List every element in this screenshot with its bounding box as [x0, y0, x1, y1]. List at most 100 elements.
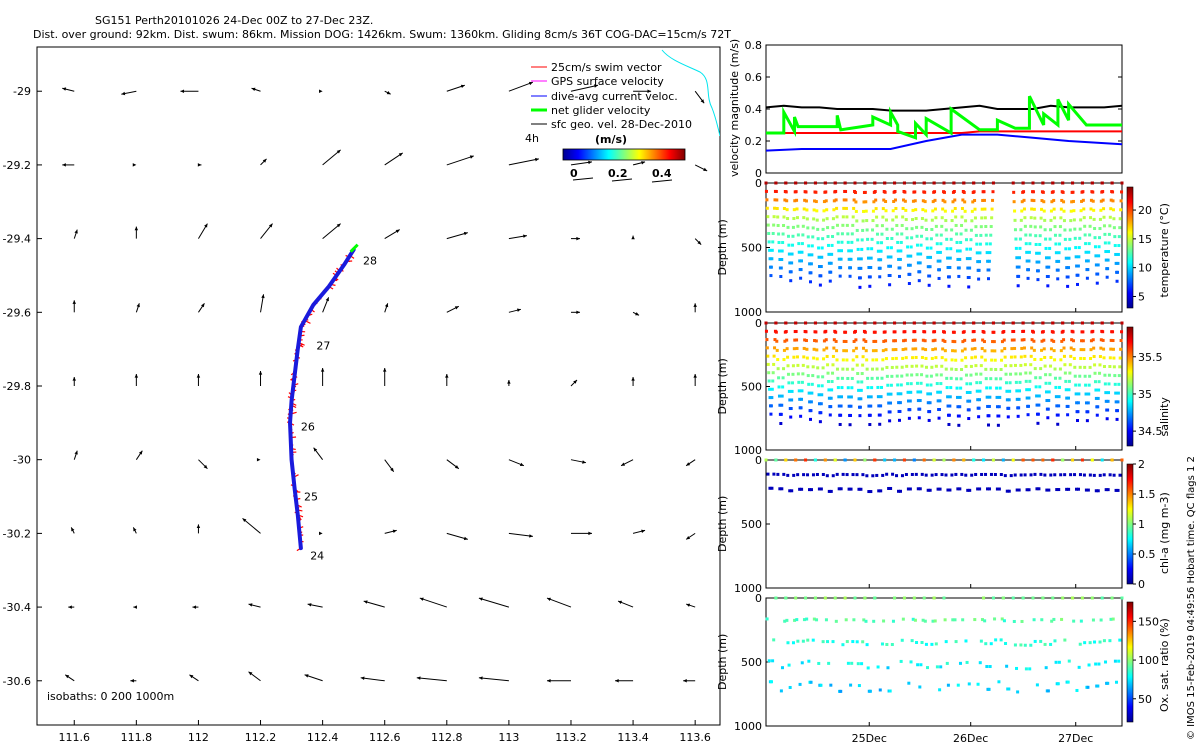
section-point: [884, 339, 888, 343]
section-point: [942, 190, 946, 194]
section-point: [876, 241, 880, 245]
section-point: [769, 404, 773, 408]
section-point: [774, 190, 778, 194]
section-point: [813, 321, 817, 325]
section-point: [930, 227, 934, 231]
section-point: [1087, 383, 1091, 387]
section-point: [1086, 410, 1090, 414]
section-point: [859, 487, 863, 491]
section-point: [852, 618, 856, 622]
section-point: [896, 249, 900, 253]
section-point: [822, 339, 826, 343]
section-point: [1062, 346, 1066, 350]
section-point: [1076, 487, 1080, 491]
section-x-tick-label: 27Dec: [1058, 732, 1093, 745]
section-point: [960, 358, 964, 362]
section-point: [952, 458, 956, 462]
section-point: [1077, 246, 1081, 250]
section-point: [909, 390, 913, 394]
section-point: [820, 246, 824, 250]
section-point: [830, 252, 834, 256]
sfc-vector-head: [74, 229, 78, 234]
section-point: [946, 404, 950, 408]
colorbar-label: chl-a (mg m-3): [1158, 492, 1171, 574]
section-point: [932, 596, 936, 600]
section-point: [923, 339, 927, 343]
section-point: [839, 257, 843, 261]
section-point: [973, 198, 977, 202]
section-point: [809, 400, 813, 404]
section-point: [786, 364, 790, 368]
section-point: [972, 458, 976, 462]
section-point: [1110, 181, 1114, 185]
section-point: [910, 236, 914, 240]
section-point: [795, 207, 799, 211]
legend-4h-label: 4h: [525, 132, 539, 145]
section-point: [970, 209, 974, 213]
section-point: [789, 279, 793, 283]
section-point: [796, 363, 800, 367]
section-point: [837, 249, 841, 253]
section-point: [898, 401, 902, 405]
section-point: [950, 219, 954, 223]
section-point: [1068, 363, 1072, 367]
section-point: [791, 364, 795, 368]
section-point: [1078, 236, 1082, 240]
sfc-vector-head: [478, 676, 483, 680]
section-point: [851, 640, 855, 644]
section-point: [895, 365, 899, 369]
section-point: [866, 247, 870, 251]
sfc-vector-head: [621, 462, 626, 466]
section-point: [1104, 488, 1108, 492]
section-point: [983, 349, 987, 353]
section-point: [1041, 321, 1045, 325]
section-point: [767, 379, 771, 383]
section-point: [1046, 274, 1050, 278]
section-point: [898, 489, 902, 493]
section-point: [1018, 372, 1022, 376]
section-point: [879, 258, 883, 262]
section-point: [1076, 273, 1080, 277]
section-point: [871, 228, 875, 232]
section-point: [1034, 242, 1038, 246]
section-point: [1040, 339, 1044, 343]
section-point: [1098, 363, 1102, 367]
section-point: [807, 659, 811, 663]
section-point: [1079, 348, 1083, 352]
section-point: [969, 238, 973, 242]
section-points: [764, 181, 1124, 289]
section-point: [875, 224, 879, 228]
section-point: [1036, 412, 1040, 416]
section-point: [1023, 354, 1027, 358]
section-point: [989, 377, 993, 381]
section-point: [1049, 218, 1053, 222]
section-point: [1118, 638, 1122, 642]
map-y-tick-label: -29.8: [3, 380, 31, 393]
section-point: [820, 255, 824, 259]
sfc-vector: [508, 532, 533, 537]
section-point: [1108, 224, 1112, 228]
section-point: [939, 382, 943, 386]
section-point: [979, 639, 983, 643]
section-point: [893, 189, 897, 193]
section-point: [1058, 233, 1062, 237]
section-point: [1103, 373, 1107, 377]
section-point: [993, 358, 997, 362]
section-point: [1072, 619, 1076, 623]
section-point: [935, 373, 939, 377]
section-point: [843, 321, 847, 325]
section-point: [869, 266, 873, 270]
section-point: [1087, 250, 1091, 254]
section-point: [1093, 236, 1097, 240]
sfc-vector-head: [573, 380, 577, 384]
section-point: [909, 382, 913, 386]
section-point: [891, 357, 895, 361]
section-point: [924, 356, 928, 360]
section-point: [855, 228, 859, 232]
section-point: [873, 596, 877, 600]
section-point: [976, 487, 980, 491]
section-point: [857, 257, 861, 261]
section-point: [791, 225, 795, 229]
sfc-vector-head: [631, 235, 635, 240]
section-point: [1062, 219, 1066, 223]
